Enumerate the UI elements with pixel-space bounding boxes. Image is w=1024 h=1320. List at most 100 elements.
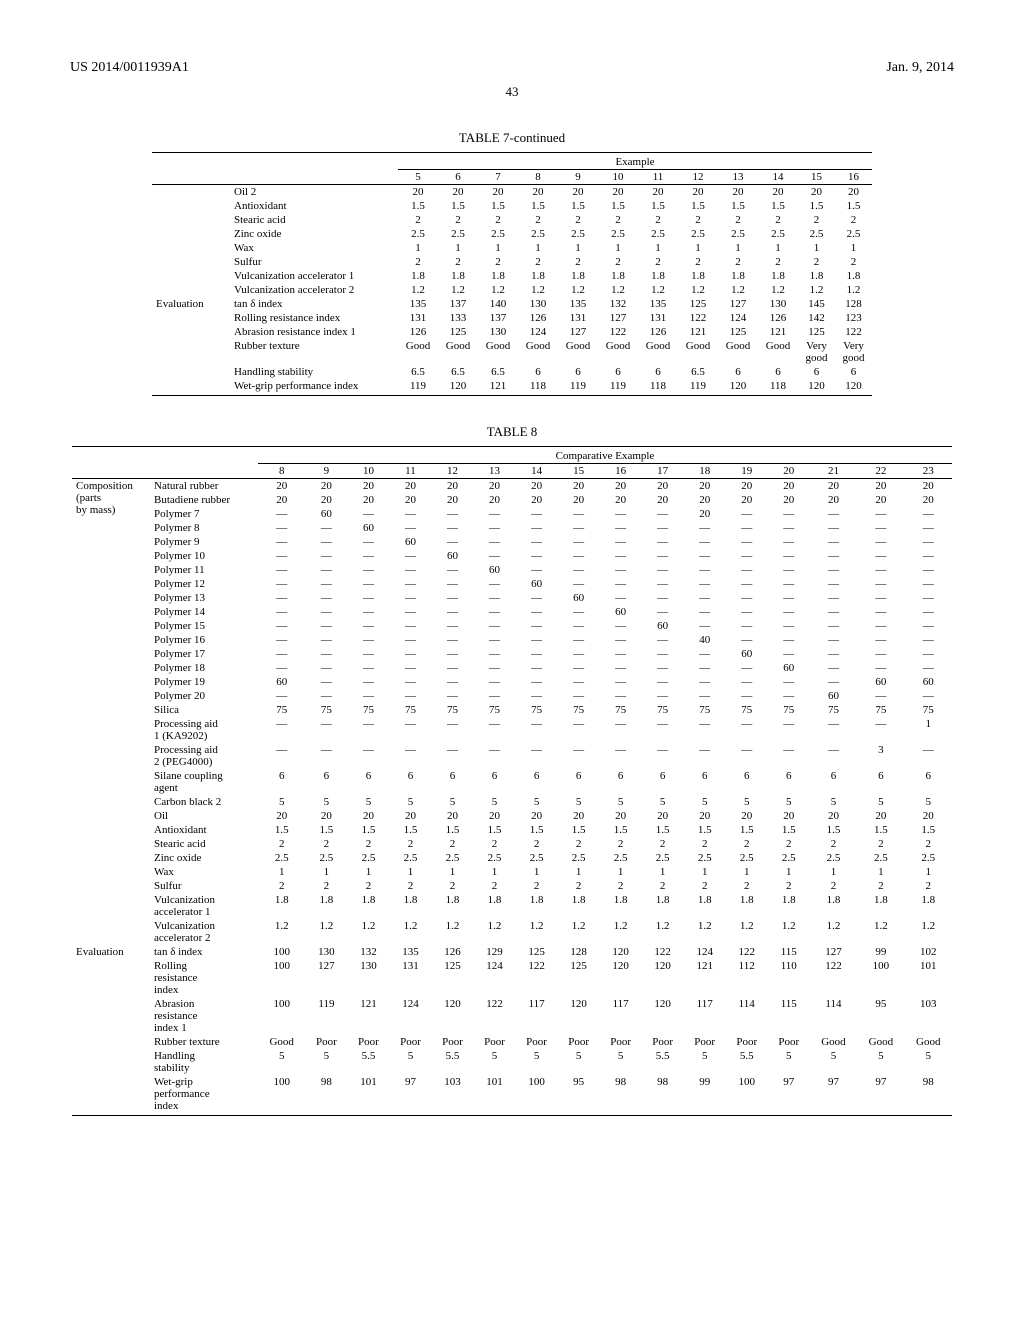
data-cell: 2 (798, 213, 835, 227)
data-cell: — (726, 605, 768, 619)
data-cell: 126 (518, 311, 558, 325)
data-cell: 20 (518, 185, 558, 200)
data-cell: — (600, 577, 642, 591)
row-label: Polymer 13 (150, 591, 258, 605)
data-cell: — (305, 549, 347, 563)
data-cell: 2 (718, 213, 758, 227)
data-cell: — (726, 535, 768, 549)
data-cell: 98 (642, 1075, 684, 1113)
data-cell: — (258, 743, 305, 769)
data-cell: 130 (518, 297, 558, 311)
data-cell: 60 (516, 577, 558, 591)
data-cell: — (431, 591, 473, 605)
data-cell: 1.5 (905, 823, 952, 837)
data-cell: — (684, 605, 726, 619)
data-cell: 5 (558, 795, 600, 809)
data-cell: — (516, 717, 558, 743)
row-label: Silane couplingagent (150, 769, 258, 795)
data-cell: 145 (798, 297, 835, 311)
data-cell: 126 (431, 945, 473, 959)
col-header: 22 (857, 464, 904, 479)
data-cell: — (684, 521, 726, 535)
data-cell: 2 (558, 879, 600, 893)
data-cell: — (258, 605, 305, 619)
page-number: 43 (70, 84, 954, 100)
table-row: Polymer 10————60——————————— (72, 549, 952, 563)
data-cell: — (558, 563, 600, 577)
col-header: 14 (758, 170, 798, 185)
data-cell: 127 (810, 945, 857, 959)
data-cell: 1.8 (598, 269, 638, 283)
col-header: 23 (905, 464, 952, 479)
data-cell: — (474, 633, 516, 647)
data-cell: — (768, 675, 810, 689)
data-cell: — (431, 633, 473, 647)
data-cell: 20 (516, 493, 558, 507)
data-cell: — (810, 535, 857, 549)
data-cell: 2.5 (726, 851, 768, 865)
data-cell: — (431, 743, 473, 769)
data-cell: 2 (389, 879, 431, 893)
data-cell: 60 (474, 563, 516, 577)
data-cell: 1.5 (347, 823, 389, 837)
data-cell: 1.5 (638, 199, 678, 213)
data-cell: 60 (389, 535, 431, 549)
data-cell: 20 (678, 185, 718, 200)
data-cell: — (768, 647, 810, 661)
table-row: Polymer 15—————————60—————— (72, 619, 952, 633)
table-row: Vulcanizationaccelerator 11.81.81.81.81.… (72, 893, 952, 919)
data-cell: 6 (347, 769, 389, 795)
data-cell: — (347, 661, 389, 675)
data-cell: — (726, 689, 768, 703)
data-cell: 75 (768, 703, 810, 717)
data-cell: — (305, 661, 347, 675)
data-cell: — (258, 633, 305, 647)
data-cell: 125 (678, 297, 718, 311)
table-row: Evaluationtan δ index1001301321351261291… (72, 945, 952, 959)
data-cell: 126 (398, 325, 438, 339)
data-cell: — (600, 535, 642, 549)
data-cell: — (810, 675, 857, 689)
data-cell: 1 (810, 865, 857, 879)
data-cell: 1 (857, 865, 904, 879)
data-cell: — (905, 591, 952, 605)
data-cell: — (516, 647, 558, 661)
table-row: Polymer 1960—————————————6060 (72, 675, 952, 689)
data-cell: 1.2 (600, 919, 642, 945)
data-cell: — (558, 507, 600, 521)
data-cell: Good (558, 339, 598, 365)
row-label: Polymer 9 (150, 535, 258, 549)
data-cell: 20 (810, 493, 857, 507)
col-header: 6 (438, 170, 478, 185)
data-cell: — (305, 605, 347, 619)
data-cell: — (684, 535, 726, 549)
data-cell: 100 (258, 997, 305, 1035)
data-cell: 1.2 (258, 919, 305, 945)
data-cell: 60 (558, 591, 600, 605)
data-cell: 60 (905, 675, 952, 689)
data-cell: — (857, 563, 904, 577)
data-cell: — (516, 675, 558, 689)
row-label: Polymer 8 (150, 521, 258, 535)
data-cell: — (474, 661, 516, 675)
row-label: Vulcanization accelerator 1 (230, 269, 398, 283)
data-cell: — (431, 577, 473, 591)
data-cell: 1.8 (768, 893, 810, 919)
table-row: Processing aid2 (PEG4000)——————————————3… (72, 743, 952, 769)
data-cell: 5 (642, 795, 684, 809)
col-header: 12 (431, 464, 473, 479)
data-cell: 1.2 (598, 283, 638, 297)
data-cell: 1.8 (431, 893, 473, 919)
data-cell: 1.2 (718, 283, 758, 297)
data-cell: 2 (642, 879, 684, 893)
data-cell: — (258, 577, 305, 591)
data-cell: — (905, 619, 952, 633)
table-row: Wax1111111111111111 (72, 865, 952, 879)
data-cell: 60 (810, 689, 857, 703)
data-cell: — (726, 521, 768, 535)
data-cell: 132 (598, 297, 638, 311)
data-cell: 114 (726, 997, 768, 1035)
data-cell: 6 (558, 365, 598, 379)
data-cell: 95 (857, 997, 904, 1035)
row-label: Wet-grip performance index (230, 379, 398, 393)
